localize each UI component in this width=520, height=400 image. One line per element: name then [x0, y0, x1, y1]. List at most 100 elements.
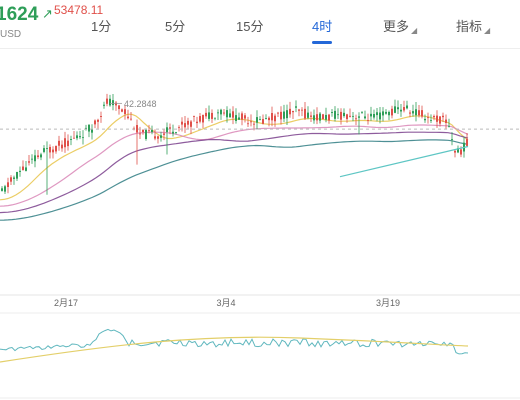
currency-unit: USD: [0, 29, 22, 40]
candle-body: [415, 109, 417, 116]
tab-4h[interactable]: 4时: [312, 19, 333, 34]
candle-body: [211, 112, 213, 119]
candle-body: [166, 127, 168, 133]
candle-body: [379, 112, 381, 120]
candle-body: [331, 111, 333, 113]
candle-body: [13, 177, 15, 179]
candle-body: [7, 182, 9, 187]
candle-body: [289, 108, 291, 115]
candle-body: [202, 114, 204, 123]
candle-body: [394, 106, 396, 113]
candle-body: [205, 112, 207, 117]
candle-body: [106, 98, 108, 104]
candle-body: [286, 110, 288, 119]
candle-body: [235, 115, 237, 121]
candle-body: [325, 114, 327, 120]
x-tick-label: 3月19: [376, 298, 400, 308]
x-tick-label: 3月4: [216, 298, 235, 308]
candle-body: [136, 125, 138, 133]
candle-body: [58, 140, 60, 146]
candle-body: [373, 113, 375, 118]
candle-body: [364, 116, 366, 119]
candle-body: [61, 144, 63, 149]
candle-body: [85, 127, 87, 129]
candle-body: [118, 105, 120, 110]
candle-body: [430, 120, 432, 121]
candle-body: [346, 114, 348, 120]
candle-body: [196, 121, 198, 124]
candle-body: [388, 111, 390, 116]
candle-body: [340, 111, 342, 120]
candle-body: [460, 149, 462, 155]
candle-body: [145, 129, 147, 139]
candle-body: [19, 170, 21, 172]
tab-15min[interactable]: 15分: [236, 19, 264, 34]
ma-purple-line: [0, 131, 469, 214]
candle-body: [304, 108, 306, 119]
x-tick-label: 2月17: [54, 298, 78, 308]
candle-body: [112, 100, 114, 106]
candle-body: [403, 107, 405, 111]
candle-body: [274, 115, 276, 122]
candle-body: [49, 147, 51, 153]
candle-body: [256, 117, 258, 123]
tab-more-label: 更多: [383, 19, 410, 34]
candle-body: [442, 115, 444, 118]
candle-body: [148, 130, 150, 132]
candle-body: [31, 158, 33, 160]
candle-body: [280, 111, 282, 120]
candle-body: [244, 115, 246, 119]
candle-body: [160, 135, 162, 138]
tab-5min[interactable]: 5分: [165, 19, 186, 34]
candle-body: [322, 114, 324, 120]
candle-body: [109, 98, 111, 106]
candle-body: [22, 166, 24, 171]
tab-1min[interactable]: 1分: [91, 19, 112, 34]
candle-body: [409, 112, 411, 114]
candle-body: [424, 118, 426, 121]
candle-body: [262, 119, 264, 124]
candle-body: [10, 177, 12, 182]
candle-body: [310, 115, 312, 117]
ma-teal-line: [0, 139, 469, 221]
candle-body: [451, 139, 453, 140]
caret-down-icon: ◢: [411, 26, 418, 35]
candle-body: [355, 118, 357, 120]
candle-body: [382, 111, 384, 116]
trend-up-icon: ↗: [42, 6, 53, 21]
candle-body: [319, 113, 321, 121]
candle-body: [316, 114, 318, 121]
candle-body: [73, 137, 75, 139]
candle-body: [271, 113, 273, 121]
candle-body: [328, 114, 330, 121]
candle-body: [448, 125, 450, 127]
current-price: 1624: [0, 4, 39, 25]
candle-body: [250, 121, 252, 123]
candle-body: [193, 115, 195, 117]
tab-indicators[interactable]: 指标 ◢: [456, 16, 490, 35]
tab-more[interactable]: 更多 ◢: [383, 16, 417, 35]
price-chart[interactable]: 42.2848 2月17 3月4 3月19: [0, 48, 520, 400]
candle-body: [154, 136, 156, 139]
candle-body: [169, 127, 171, 130]
candle-body: [124, 109, 126, 115]
candle-body: [151, 129, 153, 133]
candle-body: [283, 111, 285, 119]
candle-body: [79, 136, 81, 138]
candle-body: [181, 121, 183, 125]
candle-body: [445, 119, 447, 124]
candle-body: [298, 109, 300, 111]
candle-body: [70, 139, 72, 140]
candle-body: [16, 171, 18, 179]
candle-body: [1, 188, 3, 191]
candle-body: [406, 105, 408, 109]
candle-body: [184, 123, 186, 128]
candle-body: [418, 110, 420, 116]
candle-body: [88, 124, 90, 132]
candle-body: [121, 109, 123, 112]
candle-body: [217, 112, 219, 114]
candle-body: [208, 112, 210, 119]
candle-body: [427, 117, 429, 119]
candle-body: [334, 110, 336, 119]
candle-body: [232, 111, 234, 118]
